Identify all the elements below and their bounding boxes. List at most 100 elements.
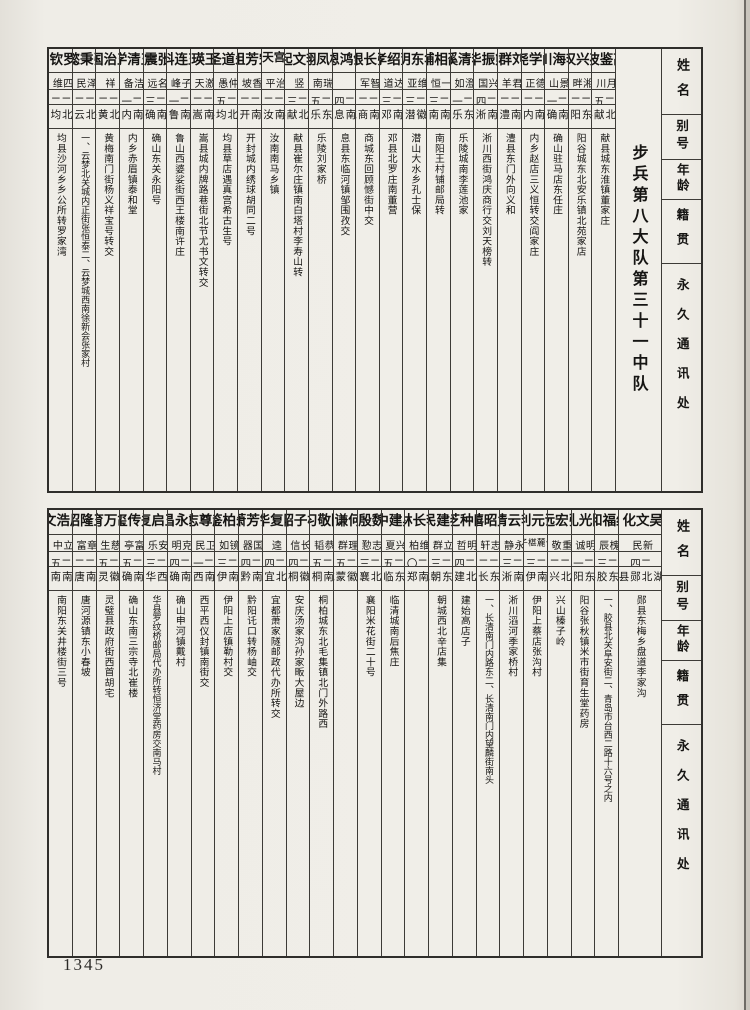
name-cell: 田种芝 bbox=[452, 510, 476, 535]
age-cell: 二一 bbox=[167, 90, 190, 106]
name-cell: 赵尊志 bbox=[191, 510, 215, 535]
alias-cell: 子峰 bbox=[167, 73, 190, 91]
address-cell: 南阳东关井楼街三号 bbox=[55, 594, 66, 688]
person-column: 赵尊志 卫民 二一 河南西平 西平西仪封镇南街交 bbox=[190, 510, 215, 956]
name-cell: 李清溪 bbox=[450, 49, 474, 74]
native-place-cell: 河南鲁山 bbox=[167, 105, 190, 129]
native-place-cell: 河南郑州 bbox=[405, 567, 428, 591]
native-place-cell: 河南汝南 bbox=[261, 105, 285, 129]
unit-title: 步兵第八大队第三十一中队 bbox=[629, 144, 649, 396]
person-column: 李清溪 澄如 二一 山东乐陵 乐陵城南李莲池家 bbox=[449, 49, 474, 491]
person-column: 张震 名远 二三 河南确山 确山东关永阳号 bbox=[142, 49, 167, 491]
address-cell: 均县沙河乡乡公所转罗家湾 bbox=[54, 132, 66, 257]
age-cell: 二三 bbox=[215, 552, 238, 567]
native-place-cell: 河南商城 bbox=[356, 105, 379, 129]
native-place-cell: 山东长清 bbox=[476, 567, 500, 591]
age-cell: 二二 bbox=[547, 552, 571, 567]
address-cell: 一、云梦北关城内正街张恒泰二、云梦城西南徐新会张家村 bbox=[79, 132, 90, 367]
native-place-cell: 山东朝城 bbox=[429, 567, 452, 591]
alias-cell: 月川 bbox=[592, 73, 615, 91]
native-place-cell: 山东阳谷 bbox=[571, 567, 595, 591]
person-column: 钟芳萧 国器 二四 湖南黔阳 黔阳讬口转杨岫交 bbox=[238, 510, 262, 956]
name-cell: 陈敬习 bbox=[310, 510, 333, 535]
alias-cell: 智军 bbox=[356, 73, 379, 91]
name-cell: 魏殷 bbox=[357, 510, 381, 535]
native-place-cell: 河南邓县 bbox=[379, 105, 403, 129]
person-column: 王治国 祥 二二 湖北黄梅 黄梅南门街杨义祥宝号转交 bbox=[95, 49, 119, 491]
age-cell: 二一 bbox=[545, 90, 568, 106]
alias-cell: 维柏 bbox=[405, 535, 428, 552]
native-place-cell: 河南唐河 bbox=[72, 567, 96, 591]
person-column: 邹鸿恩 二四 河南息县 息县东临河镇邹围孜交 bbox=[331, 49, 356, 491]
address-cell: 邓县北罗庄南董营 bbox=[385, 132, 397, 216]
native-place-cell: 河南内乡 bbox=[521, 105, 545, 129]
name-cell: 黑建中 bbox=[381, 510, 405, 535]
age-cell: 二五 bbox=[381, 552, 405, 567]
header-address: 永久通讯处 bbox=[674, 739, 690, 887]
person-column: 张宏远 重敬 二二 湖北兴山 兴山榛子岭 bbox=[546, 510, 571, 956]
native-place-cell: 河南内乡 bbox=[119, 105, 143, 129]
age-cell: 二五 bbox=[308, 90, 332, 106]
person-column: 郑传玺 富亭 二五 河南确山 确山东南三宗寺北崔楼 bbox=[119, 510, 143, 956]
name-cell: 陈光礼 bbox=[571, 510, 595, 535]
name-cell: 李云清 bbox=[500, 510, 523, 535]
person-column: 秦建民 立群 二三 山东朝城 朝城西北辛店集 bbox=[428, 510, 452, 956]
native-place-cell: 河南确山 bbox=[545, 105, 568, 129]
alias-cell: 理群 bbox=[334, 535, 357, 552]
alias-cell: 激天 bbox=[190, 73, 214, 91]
age-cell: 二二 bbox=[261, 90, 285, 106]
address-cell: 确山东南三宗寺北崔楼 bbox=[126, 594, 138, 698]
page-number: 1345 bbox=[63, 955, 105, 974]
address-cell: 献县城东淮镇董家庄 bbox=[598, 132, 610, 226]
address-cell: 唐河源镇东小春坡 bbox=[78, 594, 90, 678]
alias-cell: 安乐 bbox=[144, 535, 167, 552]
age-cell: 二三 bbox=[595, 552, 618, 567]
address-cell: 桐柏城东北毛集镇北门外路西 bbox=[316, 594, 328, 729]
alias-cell: 兴夏 bbox=[381, 535, 405, 552]
header-age: 年龄 bbox=[662, 621, 701, 661]
alias-cell: 维亚 bbox=[403, 73, 426, 91]
person-column: 朱道圣 仲愚 二五 湖北均县 均县草店遇真宫希古生号 bbox=[213, 49, 237, 491]
page-edge-line bbox=[744, 0, 746, 1010]
person-column: 戴永昌 克明 二四 河南确山 确山申河镇戴村 bbox=[166, 510, 191, 956]
native-place-cell: 河北献县 bbox=[285, 105, 308, 129]
roster-table-bottom: 姓名 别号 年龄 籍贯 永久通讯处 吴文化 新民 二四 湖北郧县 郧县东梅乡盘道… bbox=[47, 508, 703, 958]
header-native-place: 籍贯 bbox=[662, 200, 701, 264]
name-cell: 邹鸿恩 bbox=[332, 49, 356, 74]
name-cell: 阎学尧 bbox=[521, 49, 545, 74]
address-cell: 内乡赵店三义恒转交阎家庄 bbox=[527, 132, 539, 257]
alias-cell: 祥 bbox=[96, 73, 119, 91]
person-column: 孟昭禧 志轩 二二 山东长清 一、长清南门内路东二、长清南门内望麟街南头 bbox=[475, 510, 500, 956]
person-column: 王连科 子峰 二一 河南鲁山 鲁山西婆娑街西王楼南许庄 bbox=[166, 49, 190, 491]
age-cell: 二二 bbox=[476, 552, 500, 567]
address-cell: 临清城南后焦庄 bbox=[387, 594, 399, 667]
address-cell: 开封城内绣球胡同二号 bbox=[243, 132, 255, 236]
name-cell: 王连科 bbox=[167, 49, 190, 74]
person-column: 陆复华 逵 二四 湖北宜都 宜都萧家隧邮政代办所转交 bbox=[261, 510, 286, 956]
native-place-cell: 河南嵩县 bbox=[190, 105, 214, 129]
name-cell: 李长林 bbox=[405, 510, 428, 535]
address-cell: 一、长清南门内路东二、长清南门内望麟街南头 bbox=[483, 594, 494, 784]
alias-cell: 瑞南 bbox=[308, 73, 332, 91]
address-cell: 淅川滔河季家桥村 bbox=[506, 594, 518, 678]
alias-cell: 国器 bbox=[239, 535, 262, 552]
alias-cell: 卫民 bbox=[191, 535, 215, 552]
age-cell: 二二 bbox=[497, 90, 521, 106]
native-place-cell: 湖北兴山 bbox=[547, 567, 571, 591]
header-column: 姓名 别号 年龄 籍贯 永久通讯处 bbox=[661, 510, 701, 956]
address-cell bbox=[405, 591, 428, 956]
native-place-cell: 河南桐柏 bbox=[310, 567, 333, 591]
native-place-cell: 安徽潜山 bbox=[403, 105, 426, 129]
alias-cell: 兴国 bbox=[474, 73, 497, 91]
address-cell: 郧县东梅乡盘道李家沟 bbox=[634, 594, 646, 698]
name-cell: 王清学 bbox=[119, 49, 143, 74]
age-cell: 二四 bbox=[474, 90, 497, 106]
name-cell: 高鉴波 bbox=[592, 49, 615, 74]
header-name: 姓名 bbox=[662, 49, 701, 115]
person-column: 王隆昭 章富 二二 河南唐河 唐河源镇东小春坡 bbox=[71, 510, 96, 956]
age-cell: 二三 bbox=[285, 90, 308, 106]
person-column: 张长银 智军 二二 河南商城 商城东回顾憾街中交 bbox=[355, 49, 379, 491]
name-cell: 李文起 bbox=[285, 49, 308, 74]
alias-cell: 富亭 bbox=[120, 535, 143, 552]
alias-cell: 治平 bbox=[261, 73, 285, 91]
